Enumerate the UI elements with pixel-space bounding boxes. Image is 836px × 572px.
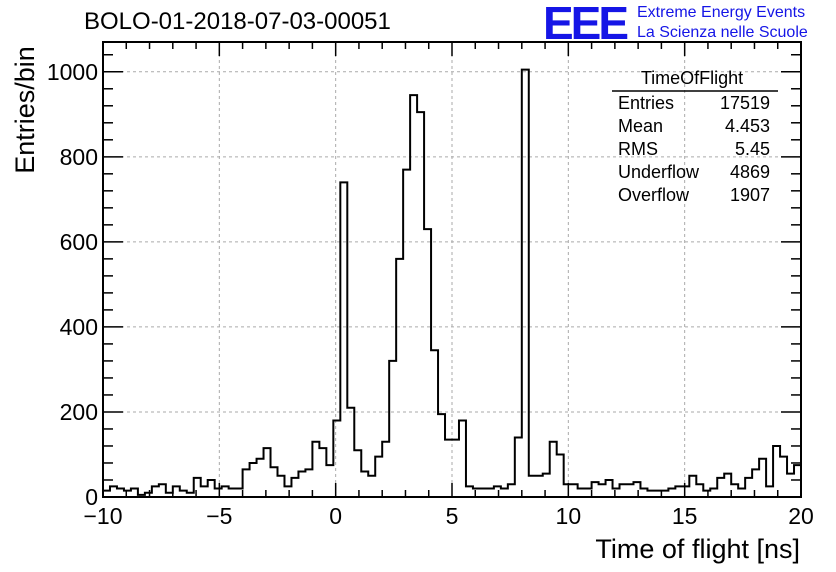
stats-label: Mean	[618, 116, 664, 136]
y-tick-label: 600	[60, 229, 98, 255]
stats-box-title: TimeOfFlight	[640, 68, 744, 88]
x-tick-label: 20	[788, 503, 814, 529]
y-tick-label: 800	[60, 144, 98, 170]
stats-value: 5.45	[734, 139, 770, 159]
y-tick-label: 0	[85, 484, 98, 510]
logo-line-2: La Scienza nelle Scuole	[637, 24, 808, 41]
y-tick-label: 1000	[47, 59, 98, 85]
stats-label: RMS	[618, 139, 658, 159]
stats-label: Overflow	[618, 185, 690, 205]
y-tick-labels: 0 200 400 600 800 1000	[47, 59, 98, 510]
x-tick-label: −5	[206, 503, 232, 529]
y-tick-label: 200	[60, 399, 98, 425]
plot-title: BOLO-01-2018-07-03-00051	[84, 8, 391, 35]
grid-lines	[103, 42, 801, 497]
stats-value: 4.453	[724, 116, 770, 136]
x-tick-label: 0	[329, 503, 342, 529]
x-tick-label: −10	[83, 503, 122, 529]
x-tick-label: 5	[446, 503, 459, 529]
x-tick-label: 10	[556, 503, 582, 529]
x-tick-labels: −10 −5 0 5 10 15 20	[83, 503, 813, 529]
axis-ticks	[102, 42, 802, 498]
stats-value: 1907	[729, 185, 770, 205]
histogram-series	[103, 68, 801, 496]
y-tick-label: 400	[60, 314, 98, 340]
x-tick-label: 15	[672, 503, 698, 529]
eee-logo: EEE	[543, 0, 629, 49]
x-axis-label: Time of flight [ns]	[595, 534, 800, 564]
logo-line-1: Extreme Energy Events	[637, 4, 806, 21]
stats-label: Entries	[618, 93, 675, 113]
stats-value: 17519	[719, 93, 770, 113]
y-axis-label: Entries/bin	[10, 46, 40, 174]
stats-label: Underflow	[618, 162, 700, 182]
stats-value: 4869	[729, 162, 770, 182]
